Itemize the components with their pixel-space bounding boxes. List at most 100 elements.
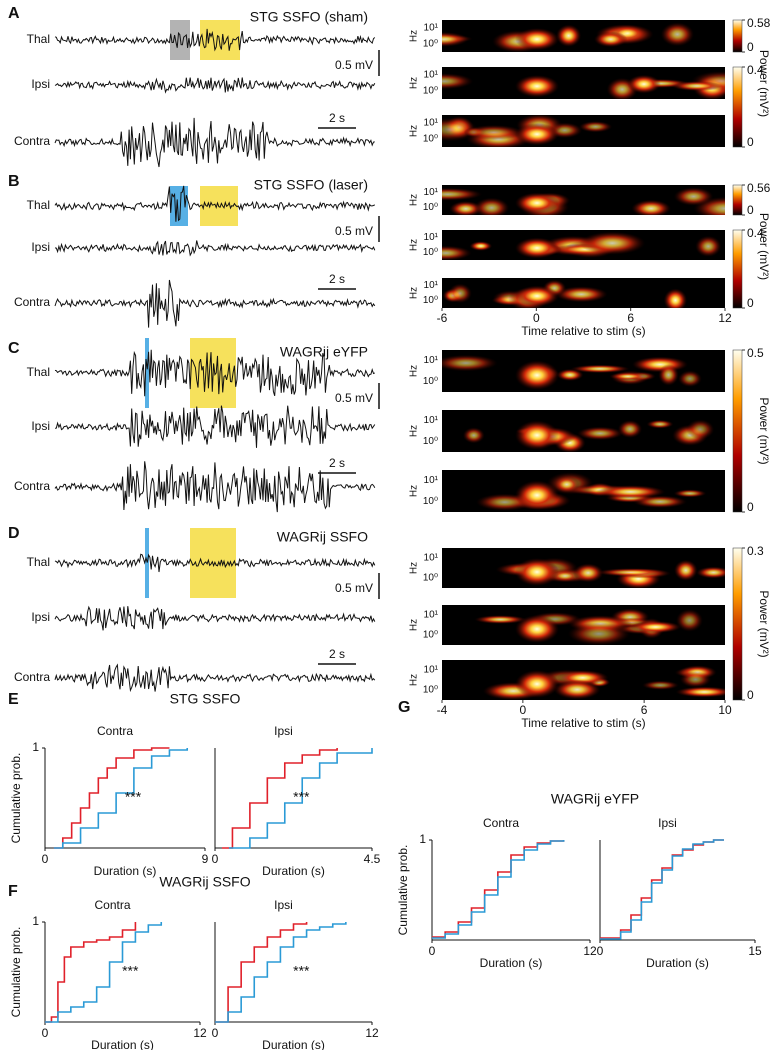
power-blob: [515, 420, 559, 450]
spectrogram-blobs: [442, 279, 688, 308]
channel-label: Ipsi: [31, 419, 50, 433]
power-blob: [462, 427, 485, 444]
significance: ***: [122, 963, 139, 979]
spectro-ytick: 10⁰: [423, 685, 438, 696]
power-blob: [442, 31, 469, 47]
power-blob: [554, 286, 608, 303]
x-axis-label: Duration (s): [91, 1038, 154, 1050]
eeg-trace: [54, 77, 376, 94]
spectro-ytick: 10¹: [424, 553, 439, 564]
scale-label-h: 2 s: [329, 647, 345, 661]
x-tick-label: 0: [42, 1026, 49, 1040]
power-blob: [442, 245, 472, 260]
highlight: [145, 338, 149, 408]
x-axis-label: Duration (s): [480, 956, 543, 970]
colorbar-label: Power (mV²): [757, 397, 770, 464]
significance: ***: [293, 963, 310, 979]
time-tick-label: 6: [641, 703, 648, 717]
power-blob: [515, 28, 559, 51]
panel-letter: B: [8, 173, 20, 190]
x-axis-label: Duration (s): [262, 864, 325, 878]
channel-label: Thal: [27, 365, 50, 379]
eeg-trace: [54, 28, 376, 52]
colorbar: [732, 229, 743, 309]
spectro-ytick: 10¹: [424, 23, 439, 34]
spectro-ytick: 10¹: [424, 415, 439, 426]
colorbar-tick-label: 0: [747, 688, 754, 702]
chart-title: Contra: [483, 816, 519, 830]
power-blob: [633, 495, 687, 509]
panel-title: WAGRij eYFP: [551, 791, 639, 807]
power-blob: [469, 241, 493, 251]
power-blob: [594, 31, 628, 48]
power-blob: [595, 485, 666, 499]
spectrogram-blobs: [476, 472, 707, 511]
spectro-ytick: 10⁰: [423, 496, 438, 507]
time-tick-label: 10: [718, 703, 732, 717]
channel-label: Ipsi: [31, 77, 50, 91]
eeg-trace: [54, 461, 376, 513]
y-tick-label: 1: [32, 740, 39, 754]
power-blob: [572, 563, 604, 583]
channel-label: Contra: [14, 295, 50, 309]
spectro-ylabel: Hz: [409, 365, 420, 377]
power-blob: [627, 74, 661, 94]
cdf-line: [600, 839, 724, 939]
chart-title: Ipsi: [658, 816, 677, 830]
time-axis-label: Time relative to stim (s): [521, 324, 645, 338]
x-tick-label: 12: [583, 944, 597, 958]
channel-label: Thal: [27, 198, 50, 212]
y-axis-label: Cumulative prob.: [9, 753, 23, 844]
panel-letter: E: [8, 691, 19, 708]
power-blob: [553, 679, 601, 700]
spectrogram-blobs: [462, 419, 715, 452]
colorbar-tick-label: 0: [747, 40, 754, 54]
colorbar: [732, 19, 743, 53]
power-blob: [515, 123, 559, 146]
power-blob: [579, 231, 646, 255]
panel-letter: G: [398, 699, 410, 716]
eeg-trace: [54, 349, 376, 397]
panel-title: WAGRij SSFO: [277, 529, 368, 545]
x-tick-label: 0: [429, 944, 436, 958]
spectro-ylabel: Hz: [409, 77, 420, 89]
power-blob: [671, 80, 723, 91]
chart-title: Contra: [97, 724, 133, 738]
scale-label-h: 2 s: [329, 272, 345, 286]
spectro-ylabel: Hz: [409, 125, 420, 137]
x-tick-label: 0: [212, 852, 219, 866]
power-blob: [673, 187, 714, 206]
colorbar: [732, 66, 743, 148]
power-blob: [515, 360, 559, 390]
significance: ***: [125, 789, 142, 805]
spectro-ytick: 10⁰: [423, 134, 438, 145]
spectro-ylabel: Hz: [409, 674, 420, 686]
time-axis-label: Time relative to stim (s): [521, 716, 645, 730]
x-axis-label: Duration (s): [262, 1038, 325, 1050]
chart-title: Ipsi: [274, 724, 293, 738]
scale-label-h: 2 s: [329, 456, 345, 470]
spectro-ylabel: Hz: [409, 239, 420, 251]
power-blob: [570, 364, 630, 374]
panel-letter: A: [8, 5, 20, 22]
cdf-line: [53, 747, 170, 849]
power-blob: [449, 201, 483, 215]
power-blob: [617, 420, 643, 439]
spectro-ytick: 10⁰: [423, 39, 438, 50]
power-blob: [695, 235, 722, 257]
eeg-trace: [54, 185, 376, 222]
panel-letter: F: [8, 883, 18, 900]
spectro-ytick: 10⁰: [423, 573, 438, 584]
colorbar-tick-label: 0.4: [747, 226, 764, 240]
power-blob: [660, 22, 695, 47]
colorbar-tick-label: 0: [747, 203, 754, 217]
panel-title: STG SSFO (laser): [254, 177, 368, 193]
power-blob: [578, 121, 613, 133]
panel-letter: C: [8, 340, 20, 357]
eeg-trace: [54, 117, 375, 168]
spectro-ylabel: Hz: [409, 30, 420, 42]
spectro-ytick: 10¹: [424, 355, 439, 366]
cdf-line: [53, 748, 189, 849]
time-tick-label: 0: [533, 311, 540, 325]
